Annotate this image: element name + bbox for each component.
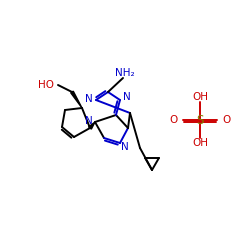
Text: N: N bbox=[123, 92, 131, 102]
Text: N: N bbox=[85, 116, 93, 126]
Text: OH: OH bbox=[192, 92, 208, 102]
Polygon shape bbox=[89, 122, 95, 129]
Text: N: N bbox=[121, 142, 129, 152]
Text: OH: OH bbox=[192, 138, 208, 148]
Text: O: O bbox=[222, 115, 230, 125]
Text: N: N bbox=[85, 94, 93, 104]
Text: S: S bbox=[196, 114, 204, 126]
Text: HO: HO bbox=[38, 80, 54, 90]
Text: O: O bbox=[170, 115, 178, 125]
Text: NH₂: NH₂ bbox=[115, 68, 135, 78]
Polygon shape bbox=[71, 91, 82, 108]
